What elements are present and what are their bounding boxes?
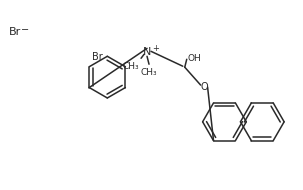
Text: CH₃: CH₃ — [141, 68, 157, 77]
Text: −: − — [21, 25, 29, 36]
Text: Br: Br — [9, 28, 21, 37]
Text: +: + — [152, 44, 159, 53]
Text: OH: OH — [188, 54, 201, 63]
Text: CH₃: CH₃ — [123, 62, 139, 71]
Text: Br: Br — [92, 52, 103, 62]
Text: O: O — [201, 82, 208, 92]
Text: N: N — [143, 47, 151, 57]
